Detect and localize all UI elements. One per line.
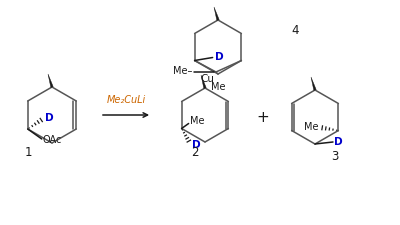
Text: 2: 2 <box>191 146 199 160</box>
Text: D: D <box>192 140 200 151</box>
Text: Me: Me <box>190 117 204 126</box>
Text: D: D <box>45 113 53 123</box>
Text: Me: Me <box>211 82 225 92</box>
Polygon shape <box>48 74 53 87</box>
Polygon shape <box>201 75 206 88</box>
Polygon shape <box>311 77 316 90</box>
Text: +: + <box>257 110 269 124</box>
Text: Me–: Me– <box>173 66 192 76</box>
Text: OAc: OAc <box>43 135 62 145</box>
Text: 4: 4 <box>291 23 299 36</box>
Text: D: D <box>334 137 343 147</box>
Text: 3: 3 <box>331 151 339 164</box>
Text: Cu: Cu <box>200 74 214 84</box>
Polygon shape <box>214 7 219 20</box>
Text: 1: 1 <box>24 146 32 160</box>
Text: Me: Me <box>304 122 318 133</box>
Text: Me₂CuLi: Me₂CuLi <box>106 95 146 105</box>
Text: D: D <box>215 52 223 63</box>
